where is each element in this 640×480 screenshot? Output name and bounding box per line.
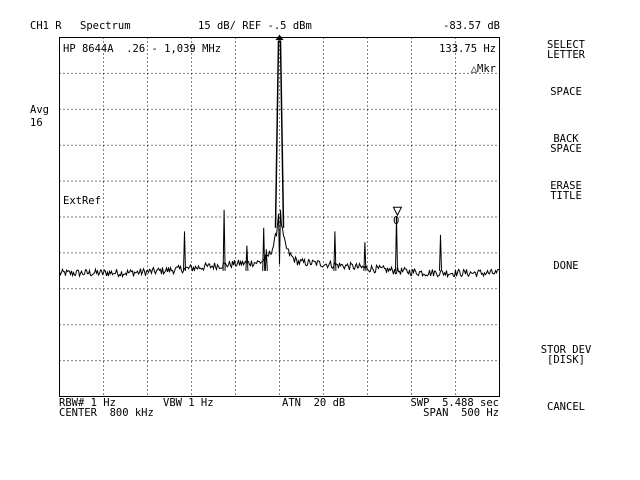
back-space-softkey[interactable]: BACK SPACE [550, 133, 582, 155]
spur-peak [363, 242, 367, 271]
ext-ref-label: ExtRef [63, 195, 101, 207]
reference-marker [275, 34, 284, 40]
graticule-grid [59, 37, 500, 397]
spur-peak [395, 216, 398, 271]
avg-count: 16 [30, 117, 43, 129]
scale-reference: 15 dB/ REF -.5 dBm [198, 20, 312, 32]
spur-peak [262, 227, 266, 271]
carrier-peak [274, 40, 285, 228]
marker-number: 0 [393, 215, 400, 227]
vbw-readout: VBW 1 Hz [163, 397, 214, 409]
sweep-time-readout: SWP 5.488 sec [410, 397, 499, 409]
spectrum-trace-layer [59, 34, 500, 279]
spectrum-trace [59, 209, 500, 279]
instrument-id: HP 8644A .26 - 1,039 MHz [63, 43, 222, 55]
spur-peak [333, 231, 337, 271]
channel-label: CH1 R [30, 20, 62, 32]
spur-peak [264, 249, 268, 271]
space-softkey[interactable]: SPACE [550, 86, 582, 98]
cancel-softkey[interactable]: CANCEL [547, 401, 585, 413]
marker-triangle-icon [392, 206, 403, 217]
done-softkey[interactable]: DONE [553, 260, 579, 272]
spur-peak [183, 231, 186, 271]
select-letter-softkey[interactable]: SELECT LETTER [547, 39, 585, 61]
rbw-readout: RBW# 1 Hz [59, 397, 116, 409]
center-frequency-readout: CENTER 800 kHz [59, 407, 154, 419]
delta-marker-label: △Mkr [470, 63, 496, 75]
attenuation-readout: ATN 20 dB [282, 397, 346, 409]
marker-readout: -83.57 dB [443, 20, 500, 32]
span-readout: SPAN 500 Hz [423, 407, 499, 419]
erase-title-softkey[interactable]: ERASE TITLE [550, 180, 582, 202]
avg-label: Avg [30, 104, 49, 116]
stor-dev-softkey[interactable]: STOR DEV [DISK] [540, 344, 592, 366]
marker-frequency: 133.75 Hz [439, 43, 496, 55]
spur-peak [439, 234, 442, 271]
mode-label: Spectrum [80, 20, 131, 32]
spur-peak [222, 209, 226, 271]
spur-peak [245, 245, 249, 271]
